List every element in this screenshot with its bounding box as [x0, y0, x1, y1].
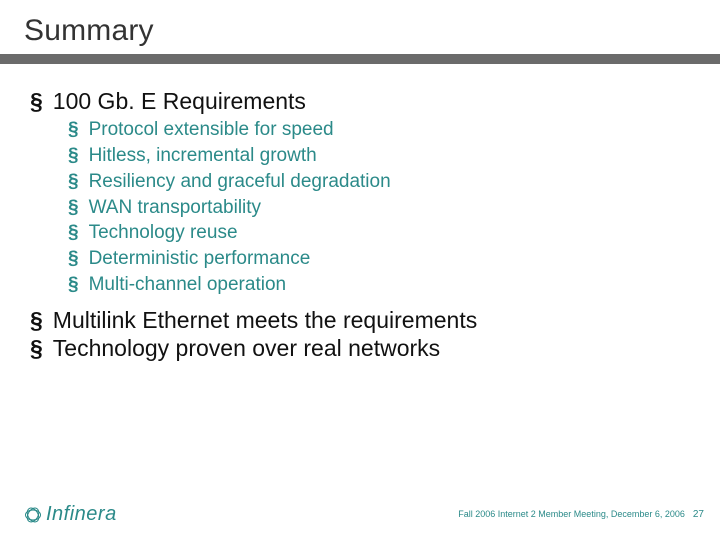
l1-text: Multilink Ethernet meets the requirement… — [53, 307, 477, 333]
bullet-list-level1: § 100 Gb. E Requirements § Protocol extensi… — [30, 88, 692, 362]
l2-item: § Deterministic performance — [68, 247, 692, 271]
footer-right: Fall 2006 Internet 2 Member Meeting, Dec… — [458, 509, 704, 520]
bullet-glyph: § — [68, 144, 79, 168]
logo: Infinera — [24, 503, 117, 526]
title-area: Summary — [0, 0, 720, 54]
bullet-glyph: § — [68, 273, 79, 297]
l2-text: WAN transportability — [89, 196, 261, 220]
l2-text: Technology reuse — [89, 221, 238, 245]
slide: Summary § 100 Gb. E Requirements § Protocol… — [0, 0, 720, 540]
l2-item: § WAN transportability — [68, 196, 692, 220]
l2-text: Hitless, incremental growth — [89, 144, 317, 168]
l2-item: § Protocol extensible for speed — [68, 118, 692, 142]
body-area: § 100 Gb. E Requirements § Protocol extensi… — [0, 64, 720, 362]
bullet-glyph: § — [68, 196, 79, 220]
l1-text: Technology proven over real networks — [53, 335, 440, 361]
bullet-glyph: § — [68, 118, 79, 142]
l2-text: Multi-channel operation — [89, 273, 287, 297]
l2-item: § Technology reuse — [68, 221, 692, 245]
bullet-glyph: § — [68, 170, 79, 194]
l2-item: § Multi-channel operation — [68, 273, 692, 297]
slide-title: Summary — [24, 14, 696, 48]
l2-item: § Resiliency and graceful degradation — [68, 170, 692, 194]
bullet-glyph: § — [30, 335, 43, 361]
l2-text: Resiliency and graceful degradation — [89, 170, 391, 194]
l2-text: Protocol extensible for speed — [89, 118, 334, 142]
bullet-list-level2: § Protocol extensible for speed § Hitless, … — [68, 118, 692, 296]
logo-text: Infinera — [46, 503, 117, 526]
bullet-glyph: § — [30, 307, 43, 333]
bullet-glyph: § — [68, 221, 79, 245]
bullet-glyph: § — [30, 88, 43, 114]
footer-text: Fall 2006 Internet 2 Member Meeting, Dec… — [458, 509, 685, 519]
l1-item: § Technology proven over real networks — [30, 335, 692, 361]
l1-item: § Multilink Ethernet meets the requiremen… — [30, 307, 692, 333]
logo-mark-icon — [24, 506, 42, 524]
footer: Infinera Fall 2006 Internet 2 Member Mee… — [0, 503, 720, 526]
bullet-glyph: § — [68, 247, 79, 271]
l2-text: Deterministic performance — [89, 247, 311, 271]
l2-item: § Hitless, incremental growth — [68, 144, 692, 168]
l1-text: 100 Gb. E Requirements — [53, 88, 306, 114]
page-number: 27 — [693, 509, 704, 520]
title-rule — [0, 54, 720, 64]
l1-item: § 100 Gb. E Requirements — [30, 88, 692, 114]
